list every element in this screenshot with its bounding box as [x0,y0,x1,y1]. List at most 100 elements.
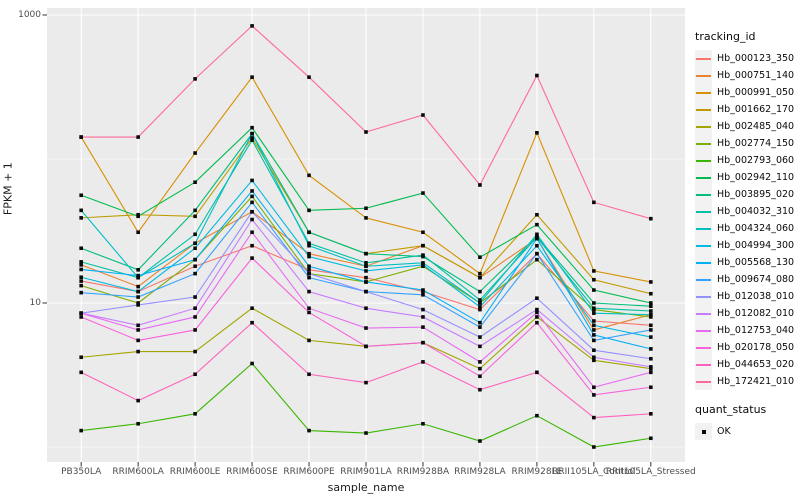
data-point [307,306,311,311]
data-point [79,355,83,360]
data-point [79,311,83,315]
data-point [250,178,254,183]
data-point [592,277,596,282]
data-point [649,304,653,309]
data-point [421,253,425,257]
legend-line-swatch [696,91,711,94]
legend-line-swatch [696,380,711,383]
data-point [364,344,368,349]
data-point [193,306,197,311]
data-point [478,183,482,187]
data-point [649,436,653,441]
data-point [250,217,254,222]
data-point [592,269,596,273]
x-tick-label-RRIM928BA: RRIM928BA [396,467,450,477]
data-point [592,338,596,343]
data-point [592,319,596,323]
data-point [79,370,83,375]
legend-line-swatch [696,210,711,213]
data-point [649,315,653,319]
data-point [79,283,83,288]
data-point [136,295,140,299]
legend-item-Hb_002485_040: Hb_002485_040 [695,118,799,135]
data-point [193,208,197,213]
data-point [136,323,140,328]
data-point [250,209,254,214]
legend-line-swatch [696,346,711,349]
legend-item-Hb_004032_310: Hb_004032_310 [695,203,799,220]
data-point [421,421,425,426]
data-point [250,75,254,79]
legend-item-label: Hb_004324_060 [717,223,795,234]
legend-item-label: Hb_012038_010 [717,291,795,302]
legend-item-Hb_020178_050: Hb_020178_050 [695,339,799,356]
data-point [535,243,539,248]
data-point [307,372,311,377]
legend-item-label: Hb_000751_140 [717,70,795,81]
legend-item-label: Hb_012082_010 [717,308,795,319]
data-point [250,24,254,28]
data-point [421,307,425,312]
legend-key-swatch [695,152,712,169]
data-point [535,131,539,135]
data-point [592,348,596,353]
data-point [478,275,482,280]
legend-line-swatch [696,261,711,264]
data-point [478,335,482,339]
legend-key-swatch [695,339,712,356]
data-point [193,214,197,219]
data-point [250,243,254,248]
legend-line-swatch [696,278,711,281]
data-point [592,301,596,305]
data-point [649,280,653,284]
data-point [79,193,83,198]
data-point [307,173,311,178]
data-point [79,208,83,213]
x-tick-label-RRIM600PE: RRIM600PE [283,467,335,477]
data-point [592,333,596,337]
legend-key-swatch [695,118,712,135]
data-point [79,315,83,319]
legend-line-swatch [696,125,711,128]
data-point [478,320,482,325]
data-point [364,269,368,273]
data-point [250,131,254,136]
legend-item-label: Hb_000123_350 [717,53,795,64]
y-tick-label-10: 10 [29,298,41,308]
data-point [250,138,254,143]
data-point [478,305,482,309]
data-point [535,307,539,312]
data-point [592,311,596,315]
data-point [250,125,254,130]
data-point [535,296,539,300]
data-point [193,295,197,299]
data-point [364,206,368,211]
legend-title-quant-status: quant_status [695,403,767,416]
data-point [421,293,425,297]
data-point [307,428,311,433]
data-point [307,241,311,246]
data-point [193,77,197,81]
black-square-point-icon [701,429,706,434]
data-point [592,415,596,420]
legend-line-swatch [696,57,711,60]
data-point [535,320,539,325]
data-point [79,275,83,280]
data-point [364,261,368,265]
data-point [79,428,83,433]
legend-line-swatch [696,329,711,332]
legend-key-swatch [695,356,712,373]
legend-item-Hb_012753_040: Hb_012753_040 [695,322,799,339]
data-point [136,338,140,343]
legend-line-swatch [696,193,711,196]
data-point [421,113,425,117]
data-point [307,251,311,256]
legend-key-swatch [695,186,712,203]
x-tick-label-RRIM600LE: RRIM600LE [169,467,221,477]
legend-item-Hb_002942_110: Hb_002942_110 [695,169,799,186]
data-point [307,310,311,315]
data-point [478,360,482,364]
data-point [535,370,539,375]
legend-item-label: Hb_012753_040 [717,325,795,336]
